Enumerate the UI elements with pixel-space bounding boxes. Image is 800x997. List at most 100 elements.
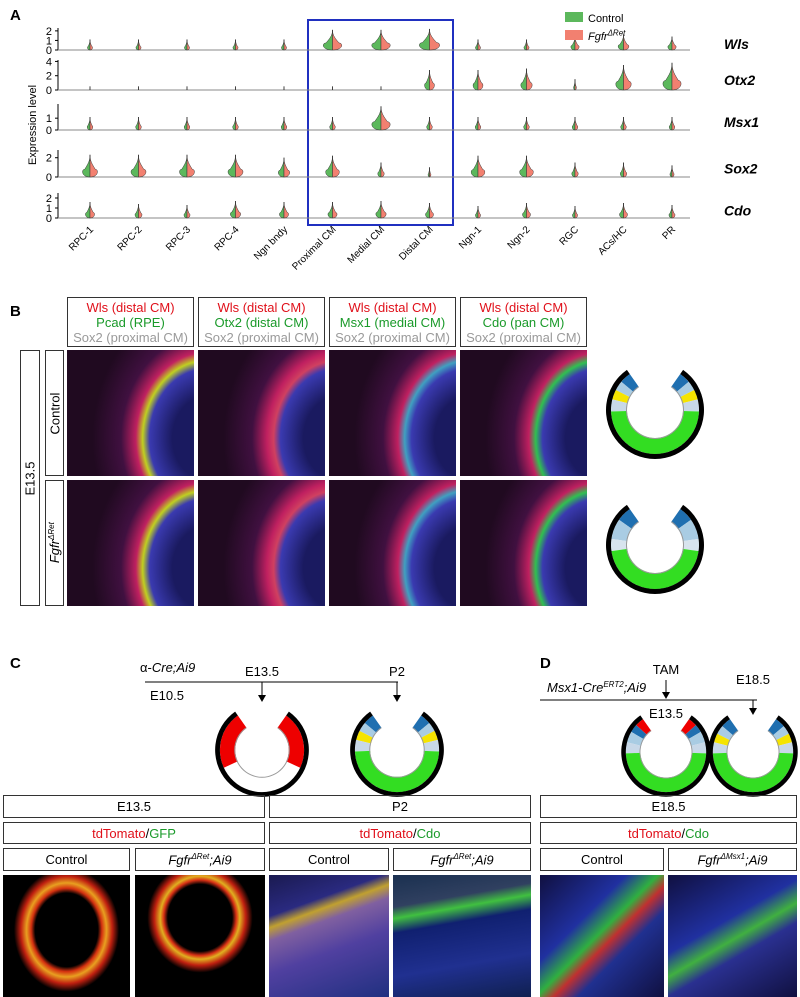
stain: tdTomato bbox=[92, 825, 146, 841]
violin-mutant bbox=[89, 201, 95, 219]
genotype: FgfrΔMsx1;Ai9 bbox=[697, 852, 767, 867]
cup-region bbox=[676, 381, 695, 398]
violin-control bbox=[572, 205, 576, 219]
reporter: ;Ai9 bbox=[471, 852, 494, 868]
violin-control bbox=[667, 36, 673, 51]
panel-label: A bbox=[10, 7, 21, 24]
y-tick-label: 1 bbox=[46, 113, 52, 125]
stage: E13.5 bbox=[117, 799, 151, 814]
legend: Control FgfrΔRet bbox=[565, 12, 625, 44]
violin-mutant bbox=[235, 154, 244, 178]
stage: E13.5 bbox=[22, 461, 38, 495]
violin-mutant bbox=[477, 155, 486, 178]
violin-mutant bbox=[526, 68, 533, 91]
violin-control bbox=[232, 116, 236, 131]
driver-sup: ERT2 bbox=[603, 680, 624, 689]
violin-mutant bbox=[89, 116, 94, 131]
cup-region bbox=[621, 373, 639, 393]
cup-region bbox=[682, 538, 699, 552]
driver-suffix: ;Ai9 bbox=[624, 680, 646, 695]
cup-region bbox=[611, 548, 655, 589]
violin-control bbox=[130, 154, 139, 178]
violin-mutant bbox=[623, 34, 630, 51]
violin-mutant bbox=[671, 36, 677, 51]
row-label: FgfrΔRet;Ai9 bbox=[135, 848, 265, 871]
violin-mutant bbox=[429, 28, 440, 51]
violin-mutant bbox=[671, 62, 682, 91]
violin-control bbox=[325, 155, 333, 178]
violin-mutant bbox=[477, 116, 482, 131]
violin-mutant bbox=[574, 116, 579, 131]
row-label: Control bbox=[3, 848, 130, 871]
violin-mutant bbox=[526, 155, 534, 178]
violin-control bbox=[668, 116, 673, 131]
category-label: Ngn-1 bbox=[457, 224, 484, 251]
cup-region bbox=[680, 719, 696, 735]
allele: ΔRet bbox=[453, 851, 472, 861]
y-axis-label: Expression level bbox=[27, 85, 39, 165]
cup-region bbox=[618, 508, 639, 529]
violin-control bbox=[426, 116, 430, 131]
arrow-head bbox=[662, 692, 670, 699]
violin-mutant bbox=[186, 39, 190, 51]
cup-region bbox=[354, 750, 397, 793]
violin-mutant bbox=[526, 39, 530, 51]
cup-region bbox=[412, 715, 430, 733]
separator: / bbox=[145, 825, 150, 841]
micrograph bbox=[67, 480, 194, 606]
violin-control bbox=[183, 116, 188, 131]
cup-region bbox=[712, 742, 729, 754]
cup-region bbox=[679, 390, 698, 404]
cup-region bbox=[712, 752, 753, 793]
legend-label: Control bbox=[588, 13, 624, 25]
category-label: RPC-4 bbox=[213, 224, 242, 253]
driver-label: Msx1-CreERT2;Ai9 bbox=[547, 680, 646, 695]
timepoint: E13.5 bbox=[649, 706, 683, 721]
stain: Sox2 (proximal CM) bbox=[466, 329, 581, 345]
stain: tdTomato bbox=[628, 825, 682, 841]
cup-region bbox=[612, 390, 631, 404]
cup-region bbox=[772, 726, 789, 741]
cup-region bbox=[277, 715, 305, 768]
driver-name: Cre;Ai9 bbox=[152, 660, 195, 675]
violin-control bbox=[475, 205, 479, 219]
gene: Fgfr bbox=[168, 852, 192, 868]
allele: ΔRet bbox=[46, 522, 56, 541]
stain-header: Wls (distal CM) Otx2 (distal CM) Sox2 (pro… bbox=[198, 297, 325, 347]
genotype: FgfrΔRet bbox=[47, 523, 62, 564]
genotype: Control bbox=[47, 392, 63, 434]
violin-control bbox=[323, 29, 333, 51]
stain: Otx2 (distal CM) bbox=[214, 314, 309, 330]
violin-control bbox=[571, 162, 576, 178]
violin-mutant bbox=[429, 167, 432, 178]
y-tick-label: 2 bbox=[46, 71, 52, 83]
cup-region bbox=[690, 742, 707, 754]
cup-region bbox=[625, 742, 642, 754]
stain: Cdo bbox=[416, 825, 441, 841]
row-label: FgfrΔRet bbox=[45, 480, 64, 606]
violin-mutant bbox=[429, 202, 434, 219]
violin-mutant bbox=[623, 162, 627, 178]
violin-mutant bbox=[89, 154, 98, 178]
panel-label: C bbox=[10, 655, 21, 672]
genotype: FgfrΔRet;Ai9 bbox=[430, 852, 493, 867]
separator: / bbox=[681, 825, 686, 841]
y-tick-label: 0 bbox=[46, 85, 52, 97]
violin-mutant bbox=[138, 39, 142, 51]
stain: Sox2 (proximal CM) bbox=[73, 329, 188, 345]
driver-prefix: α- bbox=[140, 660, 152, 675]
cup-region bbox=[615, 381, 634, 398]
gene-label: Cdo bbox=[724, 203, 752, 219]
violin-control bbox=[227, 154, 236, 178]
cup-region bbox=[775, 733, 792, 746]
category-label: PR bbox=[661, 224, 679, 242]
cup-region bbox=[753, 752, 794, 793]
cup-region bbox=[671, 373, 689, 393]
violin-control bbox=[87, 39, 91, 51]
legend-swatch bbox=[565, 12, 583, 22]
genotype: Control bbox=[308, 852, 350, 867]
genotype: Control bbox=[45, 852, 88, 867]
stage-header: E13.5 bbox=[3, 795, 265, 818]
micrograph bbox=[329, 480, 456, 606]
